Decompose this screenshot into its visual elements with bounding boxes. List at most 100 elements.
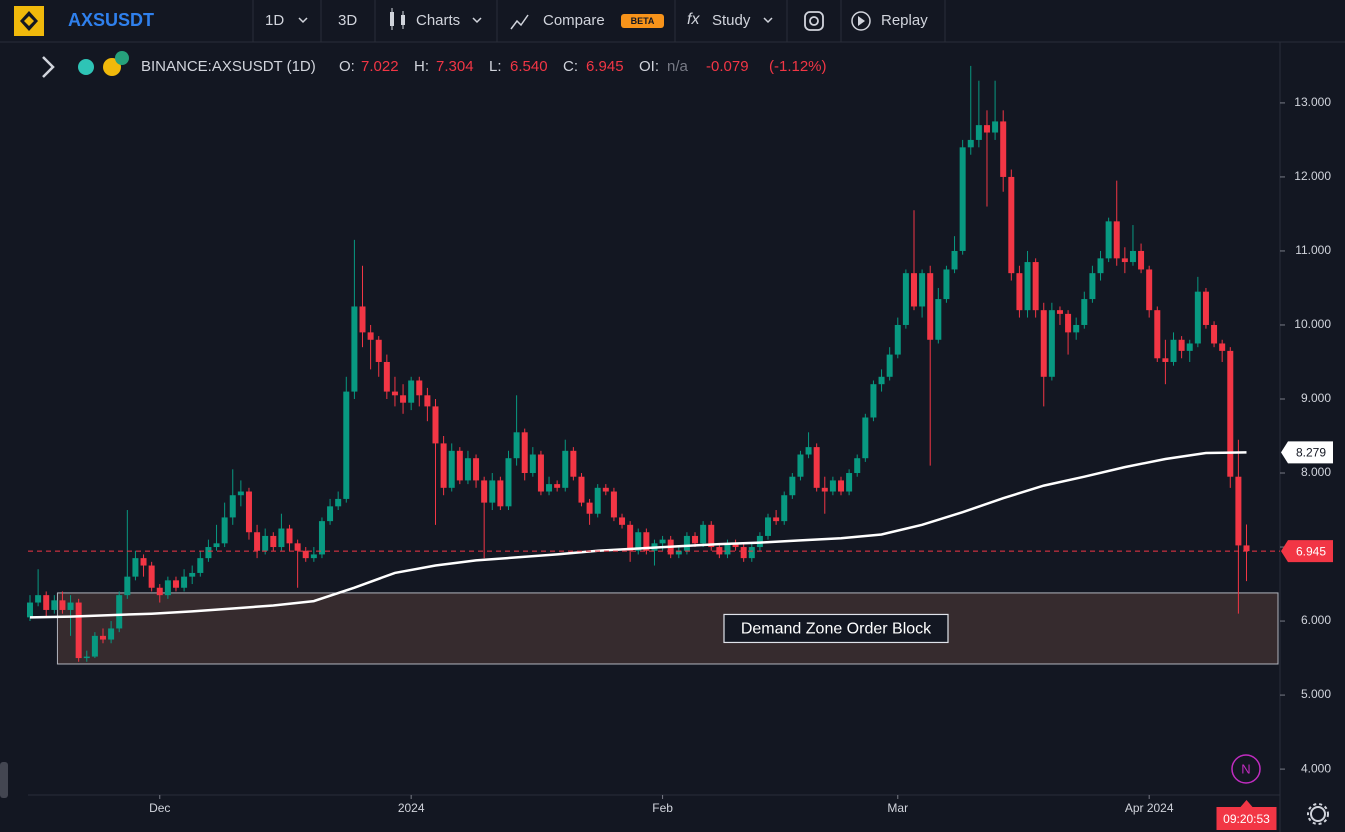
candle-body — [116, 595, 123, 629]
candle-body — [878, 376, 885, 385]
candle-body — [408, 380, 415, 403]
legend-label: C: — [563, 58, 578, 75]
candle-body — [838, 480, 844, 492]
candle-body — [416, 380, 423, 396]
candle-body — [894, 324, 901, 355]
dropdown-icon — [763, 17, 773, 24]
candle-body — [1081, 299, 1088, 325]
candle-body — [359, 306, 366, 333]
coin-icon — [115, 51, 129, 65]
dropdown-icon — [298, 17, 308, 24]
candle-body — [205, 547, 212, 559]
candle-body — [383, 361, 390, 392]
ma-price-badge — [1281, 441, 1333, 464]
legend: BINANCE:AXSUSDT (1D) O: 7.022 H: 7.304 L… — [42, 51, 827, 78]
candle-body — [700, 524, 707, 544]
interval-button[interactable]: 1D — [265, 12, 284, 29]
candle-body — [578, 476, 585, 503]
logo-mark — [20, 11, 38, 31]
candle-body — [27, 602, 33, 618]
candle-body — [237, 491, 244, 496]
charts-button[interactable]: Charts — [416, 12, 460, 29]
candle-body — [148, 565, 155, 588]
y-tick-label: 10.000 — [1294, 317, 1331, 331]
candle-body — [464, 458, 471, 481]
candle-body — [846, 473, 853, 492]
candle-body — [1065, 313, 1072, 333]
y-tick-label: 11.000 — [1295, 243, 1331, 257]
candle-body — [829, 480, 836, 492]
candle-body — [1105, 221, 1112, 259]
candle-body — [197, 558, 204, 573]
candle-body — [902, 273, 909, 325]
toolbar-bg — [0, 0, 1345, 42]
settings-button[interactable] — [1307, 803, 1329, 825]
candle-body — [318, 521, 325, 555]
candle-body — [75, 602, 82, 659]
legend-value: 6.945 — [586, 58, 624, 75]
beta-label: BETA — [631, 16, 655, 26]
candle-body — [1194, 291, 1201, 344]
replay-icon — [851, 11, 871, 31]
candle-body — [683, 535, 690, 551]
candle-body — [505, 458, 512, 507]
candle-body — [732, 543, 739, 548]
candle-body — [294, 543, 301, 551]
candle-body — [189, 572, 196, 577]
candle-body — [1048, 310, 1055, 377]
candle-body — [716, 547, 723, 555]
candle-body — [35, 595, 42, 603]
candle-body — [432, 406, 439, 444]
snapshot-button[interactable] — [804, 11, 824, 31]
legend-label: H: — [414, 58, 429, 75]
candle-body — [586, 502, 593, 514]
candle-body — [927, 273, 934, 340]
symbol[interactable]: AXSUSDT — [68, 10, 154, 30]
y-tick-label: 6.000 — [1301, 613, 1331, 627]
candle-body — [43, 595, 50, 610]
candle-body — [1129, 250, 1136, 263]
candle-body — [1202, 291, 1209, 325]
candle-body — [59, 600, 66, 610]
replay-button[interactable]: Replay — [881, 12, 928, 29]
x-tick-label: Feb — [652, 801, 673, 815]
candle-body — [1040, 310, 1047, 377]
y-tick-label: 4.000 — [1301, 761, 1331, 775]
study-button[interactable]: Study — [712, 12, 751, 29]
candle-body — [473, 458, 480, 481]
candle-body — [213, 543, 220, 548]
interval-button[interactable]: 3D — [338, 12, 357, 29]
candle-body — [659, 539, 666, 544]
candle-body — [245, 491, 252, 533]
candle-body — [262, 535, 269, 551]
candle-body — [181, 576, 188, 588]
candle-body — [400, 395, 407, 403]
candle-body — [99, 635, 106, 640]
side-handle[interactable] — [0, 762, 8, 798]
compare-button[interactable]: Compare — [543, 12, 605, 29]
candle-body — [537, 454, 544, 492]
compare-icon — [510, 14, 529, 30]
candle-body — [1146, 269, 1153, 311]
plot-area: Demand Zone Order Block — [27, 65, 1280, 665]
y-tick-label: 8.000 — [1301, 465, 1331, 479]
candle-body — [594, 487, 601, 514]
dropdown-icon — [472, 17, 482, 24]
candle-body — [602, 487, 609, 492]
legend-value: 6.540 — [510, 58, 548, 75]
beta-tag — [621, 14, 664, 28]
y-tick-label: 5.000 — [1301, 687, 1331, 701]
candle-body — [554, 484, 561, 488]
candle-body — [124, 576, 131, 596]
collapse-icon[interactable] — [42, 56, 55, 78]
candle-body — [481, 480, 488, 503]
candle-body — [975, 125, 982, 140]
news-badge[interactable] — [1231, 754, 1261, 784]
candle-body — [1008, 176, 1015, 274]
y-tick-label: 13.000 — [1294, 95, 1331, 109]
candle-body — [335, 498, 342, 507]
last-price-label: 6.945 — [1296, 544, 1326, 558]
candle-body — [270, 535, 277, 548]
candle-body — [1235, 476, 1242, 546]
